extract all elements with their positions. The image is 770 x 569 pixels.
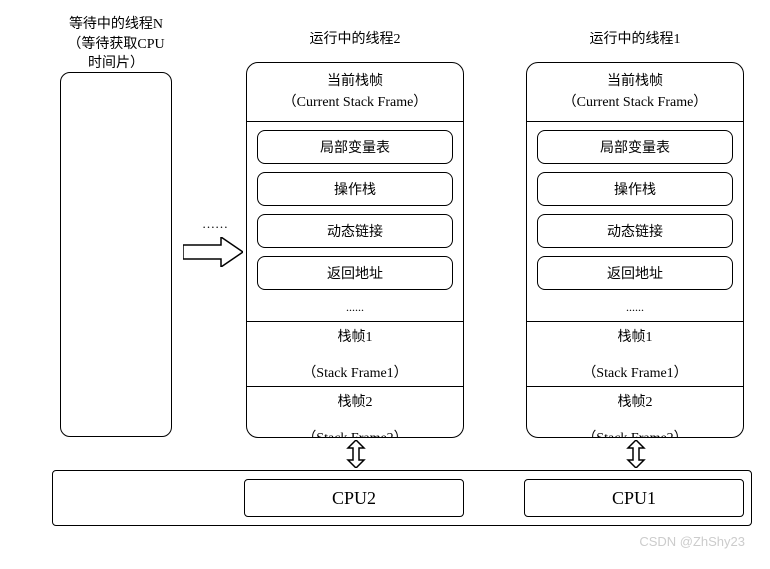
thread1-local-vars: 局部变量表 xyxy=(537,130,733,164)
thread2-frame-header-line2: （Current Stack Frame） xyxy=(283,95,428,110)
thread2-frame2-line1: 栈帧2 xyxy=(247,391,463,411)
arrow-right-icon xyxy=(183,237,243,267)
thread2-frame1: 栈帧1 （Stack Frame1） xyxy=(247,321,463,386)
thread2-return-addr: 返回地址 xyxy=(257,256,453,290)
updown-arrow-icon-1 xyxy=(625,440,647,468)
thread2-dyn-link: 动态链接 xyxy=(257,214,453,248)
thread2-items-section: 局部变量表 操作栈 动态链接 返回地址 ...... xyxy=(247,121,463,321)
waiting-thread-title: 等待中的线程N （等待获取CPU 时间片） xyxy=(50,15,182,74)
thread1-frame-header-line1: 当前栈帧 xyxy=(607,74,663,89)
thread2-items-dots: ...... xyxy=(346,298,364,321)
thread1-frame2: 栈帧2 （Stack Frame2） xyxy=(527,386,743,438)
thread2-op-stack: 操作栈 xyxy=(257,172,453,206)
thread2-frame2-line2: （Stack Frame2） xyxy=(247,427,463,438)
thread1-items-dots: ...... xyxy=(626,298,644,321)
thread2-frame-header-line1: 当前栈帧 xyxy=(327,74,383,89)
thread2-frame2: 栈帧2 （Stack Frame2） xyxy=(247,386,463,438)
thread1-frame2-line2: （Stack Frame2） xyxy=(527,427,743,438)
thread2-frame1-line2: （Stack Frame1） xyxy=(247,362,463,382)
thread1-frame1-line1: 栈帧1 xyxy=(527,326,743,346)
thread1-frame1: 栈帧1 （Stack Frame1） xyxy=(527,321,743,386)
thread1-op-stack: 操作栈 xyxy=(537,172,733,206)
thread1-dyn-link: 动态链接 xyxy=(537,214,733,248)
thread2-title: 运行中的线程2 xyxy=(246,30,464,50)
waiting-title-line1: 等待中的线程N xyxy=(69,17,163,32)
thread2-current-frame: 当前栈帧 （Current Stack Frame） xyxy=(247,63,463,121)
thread2-frame1-line1: 栈帧1 xyxy=(247,326,463,346)
thread1-box: 当前栈帧 （Current Stack Frame） 局部变量表 操作栈 动态链… xyxy=(526,62,744,438)
thread1-frame2-line1: 栈帧2 xyxy=(527,391,743,411)
cpu2-box: CPU2 xyxy=(244,479,464,517)
thread2-local-vars: 局部变量表 xyxy=(257,130,453,164)
thread1-items-section: 局部变量表 操作栈 动态链接 返回地址 ...... xyxy=(527,121,743,321)
thread1-title: 运行中的线程1 xyxy=(526,30,744,50)
thread2-box: 当前栈帧 （Current Stack Frame） 局部变量表 操作栈 动态链… xyxy=(246,62,464,438)
updown-arrow-icon-2 xyxy=(345,440,367,468)
waiting-title-line2: （等待获取CPU xyxy=(67,37,164,52)
thread1-frame1-line2: （Stack Frame1） xyxy=(527,362,743,382)
thread1-return-addr: 返回地址 xyxy=(537,256,733,290)
waiting-title-line3: 时间片） xyxy=(88,56,144,71)
ellipsis-label: …… xyxy=(190,216,240,232)
thread1-current-frame: 当前栈帧 （Current Stack Frame） xyxy=(527,63,743,121)
watermark: CSDN @ZhShy23 xyxy=(639,534,745,549)
thread1-frame-header-line2: （Current Stack Frame） xyxy=(563,95,708,110)
cpu1-box: CPU1 xyxy=(524,479,744,517)
waiting-thread-box xyxy=(60,72,172,437)
